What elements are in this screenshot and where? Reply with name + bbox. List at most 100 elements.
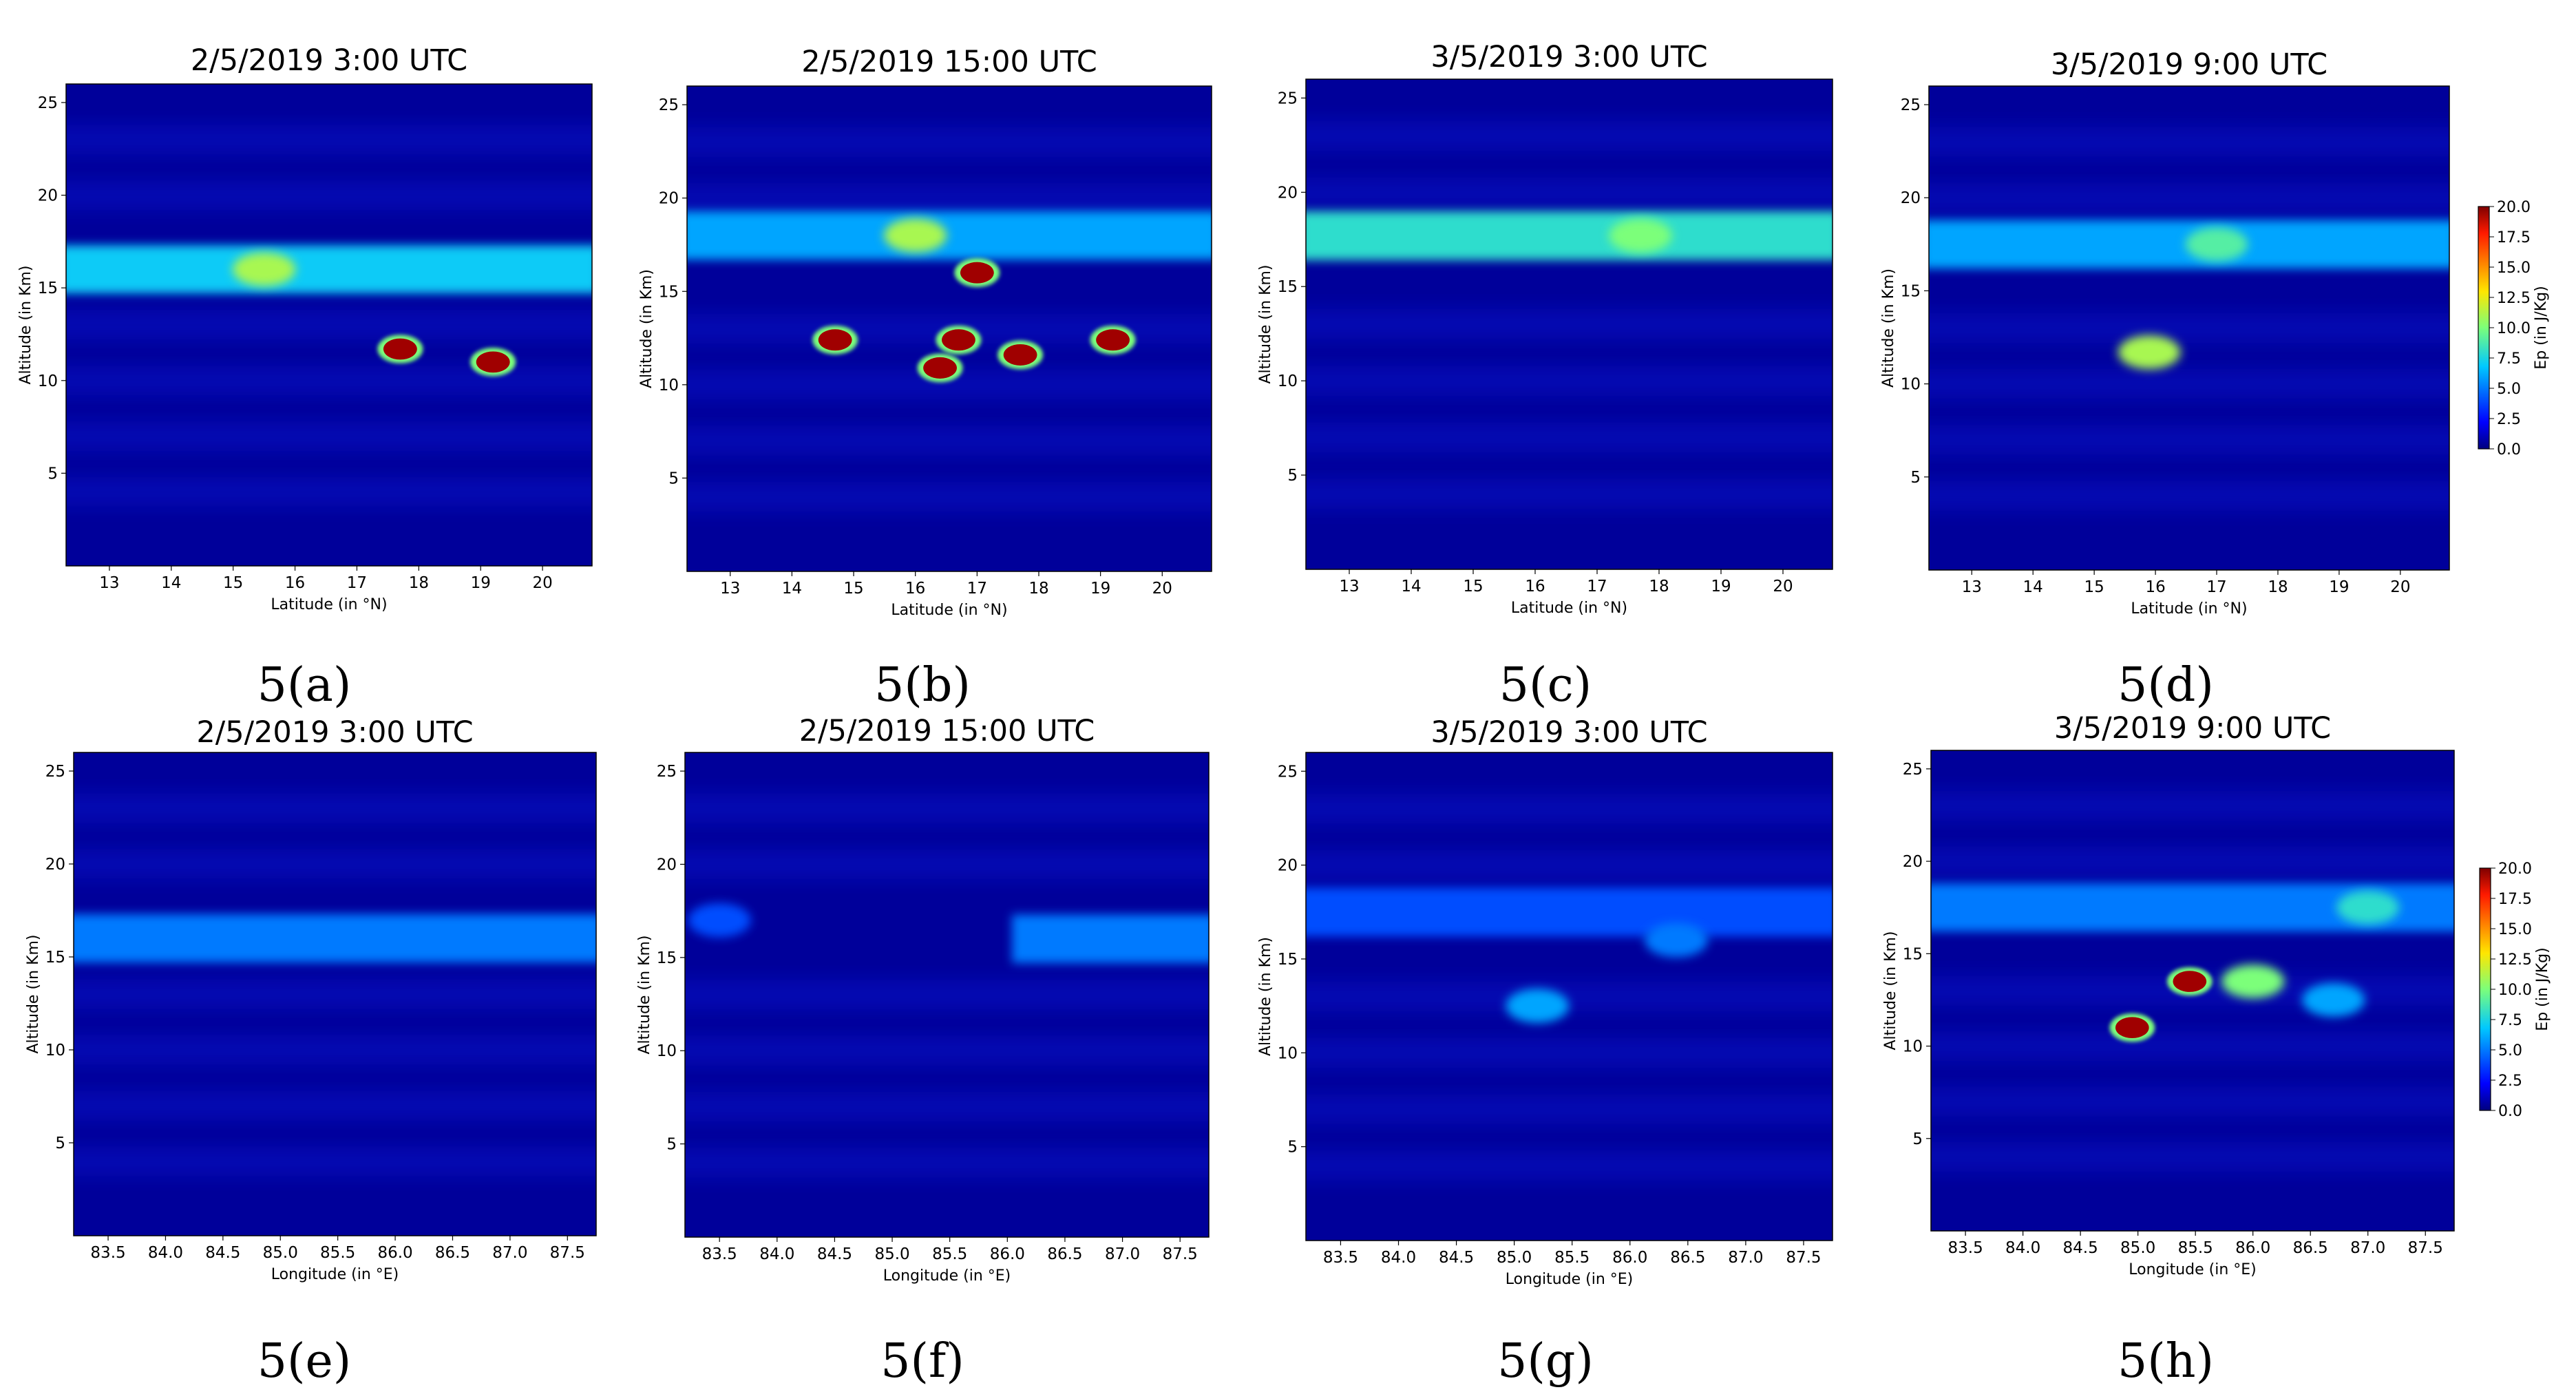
x-tick-label: 87.5 <box>1786 1249 1821 1267</box>
heatmap-patch <box>232 252 296 286</box>
colorbar-label: Ep (in J/Kg) <box>2534 947 2551 1031</box>
x-axis-label: Latitude (in °N) <box>891 602 1007 619</box>
y-tick-label: 10 <box>1903 1038 1923 1056</box>
x-tick-label: 87.0 <box>1728 1249 1763 1267</box>
heatmap-strata <box>1931 846 2454 876</box>
x-tick-label: 87.0 <box>1105 1245 1140 1263</box>
y-tick-label: 15 <box>1901 282 1921 300</box>
x-tick-label: 83.5 <box>90 1244 125 1262</box>
x-tick-label: 15 <box>843 580 863 598</box>
plot-frame <box>1928 85 2450 571</box>
colorbar-tick-label: 2.5 <box>2498 1073 2522 1090</box>
x-tick-label: 13 <box>1962 578 1982 596</box>
panel-caption: 5(g) <box>1497 1334 1594 1389</box>
heatmap-strata <box>1931 1031 2454 1062</box>
heatmap-band <box>687 211 1212 260</box>
heatmap-area <box>685 752 1209 1237</box>
x-tick-label: 20 <box>1152 580 1172 598</box>
heatmap-strata <box>687 481 1212 512</box>
heatmap-strata <box>74 1090 596 1121</box>
heatmap-strata <box>74 1035 596 1065</box>
x-tick-label: 18 <box>1649 578 1669 595</box>
panel-g: 83.5 84.0 84.5 85.0 85.5 86.0 86.5 87.0 87.5 5 10 1… <box>1257 715 1833 1288</box>
y-tick-label: 15 <box>1278 278 1298 296</box>
heatmap-strata <box>74 793 596 823</box>
heatmap-patch <box>2221 964 2285 999</box>
x-tick-label: 85.0 <box>263 1244 298 1262</box>
x-tick-label: 14 <box>2023 578 2043 596</box>
y-tick-label: 15 <box>657 949 677 967</box>
heatmap-strata <box>1931 1086 2454 1117</box>
heatmap-patch <box>2173 971 2207 992</box>
x-tick-label: 16 <box>905 580 925 598</box>
x-tick-label: 17 <box>347 574 367 592</box>
heatmap-strata <box>687 425 1212 456</box>
colorbar-tick-label: 7.5 <box>2498 1012 2522 1029</box>
colorbar-tick-label: 10.0 <box>2497 320 2531 337</box>
y-tick-label: 10 <box>1278 1044 1298 1062</box>
x-tick-label: 86.5 <box>1047 1245 1082 1263</box>
heatmap-strata <box>685 980 1209 1010</box>
panel-title: 3/5/2019 3:00 UTC <box>1430 40 1707 74</box>
heatmap-strata <box>1929 425 2449 455</box>
x-tick-label: 16 <box>285 574 305 592</box>
x-tick-label: 87.5 <box>2408 1239 2443 1257</box>
heatmap-strata <box>1931 1142 2454 1172</box>
y-tick-label: 20 <box>1278 857 1298 875</box>
heatmap-strata <box>74 1146 596 1177</box>
x-tick-label: 86.0 <box>1612 1249 1647 1267</box>
heatmap-band <box>1306 887 1833 937</box>
x-tick-label: 87.0 <box>492 1244 527 1262</box>
heatmap-strata <box>66 180 592 211</box>
heatmap-strata <box>66 310 592 340</box>
heatmap-strata <box>1306 793 1833 824</box>
y-tick-label: 5 <box>55 1135 65 1152</box>
x-tick-label: 20 <box>532 574 552 592</box>
colorbar-tick-label: 5.0 <box>2497 381 2521 398</box>
x-tick-label: 13 <box>1339 578 1359 595</box>
colorbar-tick-label: 17.5 <box>2498 891 2532 908</box>
heatmap-strata <box>685 1035 1209 1066</box>
heatmap-patch <box>2336 890 2400 925</box>
x-tick-label: 17 <box>1587 578 1607 595</box>
heatmap-patch <box>1003 344 1037 366</box>
panel-title: 3/5/2019 9:00 UTC <box>2051 48 2327 82</box>
heatmap-strata <box>1306 120 1833 151</box>
y-tick-label: 10 <box>45 1042 65 1059</box>
x-tick-label: 14 <box>161 574 181 592</box>
x-tick-label: 15 <box>1463 578 1483 595</box>
y-tick-label: 5 <box>666 1136 677 1154</box>
heatmap-patch <box>688 903 751 938</box>
y-tick-label: 10 <box>1278 372 1298 390</box>
panel-title: 3/5/2019 9:00 UTC <box>2054 711 2331 746</box>
y-tick-label: 25 <box>45 763 65 781</box>
heatmap-band <box>1306 211 1833 260</box>
heatmap-strata <box>74 849 596 879</box>
panel-caption: 5(h) <box>2118 1334 2214 1389</box>
x-tick-label: 83.5 <box>1948 1239 1983 1257</box>
x-axis-label: Longitude (in °E) <box>1506 1271 1634 1288</box>
panel-f: 83.5 84.0 84.5 85.0 85.5 86.0 86.5 87.0 87.5 5 10 1… <box>636 714 1210 1285</box>
x-tick-label: 16 <box>2145 578 2165 596</box>
heatmap-strata <box>1929 368 2449 399</box>
panel-title: 2/5/2019 15:00 UTC <box>801 45 1097 79</box>
y-tick-label: 25 <box>1901 96 1921 114</box>
y-tick-label: 25 <box>659 96 679 114</box>
panel-title: 3/5/2019 3:00 UTC <box>1430 715 1707 750</box>
heatmap-strata <box>1306 981 1833 1012</box>
heatmap-strata <box>1306 478 1833 509</box>
colorbar-tick-label: 12.5 <box>2497 290 2531 307</box>
colorbar-tick-label: 17.5 <box>2497 229 2531 246</box>
y-tick-label: 15 <box>45 949 65 967</box>
colorbar-label: Ep (in J/Kg) <box>2533 286 2550 369</box>
panel-d: 13 14 15 16 17 18 19 20 5 10 15 20 25 Latitude (in °N… <box>1880 48 2450 618</box>
heatmap-patch <box>383 338 417 360</box>
heatmap-band <box>1012 914 1209 963</box>
y-tick-label: 15 <box>1903 945 1923 963</box>
plot-frame <box>684 752 1210 1238</box>
x-tick-label: 17 <box>2206 578 2226 596</box>
y-tick-label: 15 <box>38 280 58 297</box>
y-tick-label: 10 <box>1901 376 1921 394</box>
panel-c: 13 14 15 16 17 18 19 20 5 10 15 20 25 Latitude (in °N… <box>1257 40 1833 617</box>
